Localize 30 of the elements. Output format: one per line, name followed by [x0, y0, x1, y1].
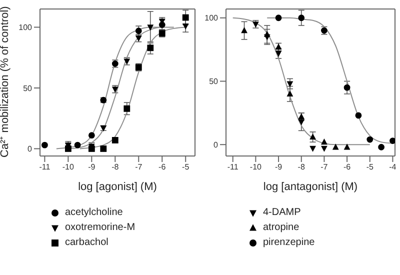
y-tick-label: 0	[28, 144, 33, 154]
x-axis-title: log [agonist] (M)	[78, 181, 157, 193]
x-tick-label: -11	[227, 162, 239, 172]
x-axis-title: log [antagonist] (M)	[263, 181, 358, 193]
x-tick-label: -11	[39, 162, 51, 172]
y-axis-title: Ca²⁺ mobilization (% of control)	[0, 6, 11, 158]
x-tick-label: -10	[250, 162, 262, 172]
x-tick-label: -10	[62, 162, 75, 172]
x-tick-label: -8	[298, 162, 306, 172]
legend-label: pirenzepine	[263, 236, 315, 250]
legend-label: carbachol	[65, 236, 108, 250]
x-tick-label: -8	[112, 162, 120, 172]
x-tick-label: -9	[274, 162, 283, 172]
y-tick-label: 0	[214, 140, 219, 150]
y-tick-label: 100	[204, 14, 219, 23]
x-tick-label: -7	[320, 162, 328, 172]
x-tick-label: -6	[343, 162, 352, 172]
x-tick-label: -9	[88, 162, 96, 172]
x-tick-label: -6	[158, 162, 166, 172]
legend-label: atropine	[263, 221, 300, 235]
y-tick-label: 50	[23, 84, 33, 93]
x-tick-label: -5	[366, 162, 374, 172]
x-tick-label: -5	[182, 162, 190, 172]
legend-label: 4-DAMP	[263, 206, 301, 220]
y-tick-label: 50	[209, 77, 219, 86]
legend-label: acetylcholine	[65, 206, 123, 220]
x-tick-label: -7	[135, 162, 143, 172]
x-tick-label: -4	[389, 162, 397, 172]
legend-label: oxotremorine-M	[65, 221, 136, 235]
y-tick-label: 100	[18, 23, 33, 32]
